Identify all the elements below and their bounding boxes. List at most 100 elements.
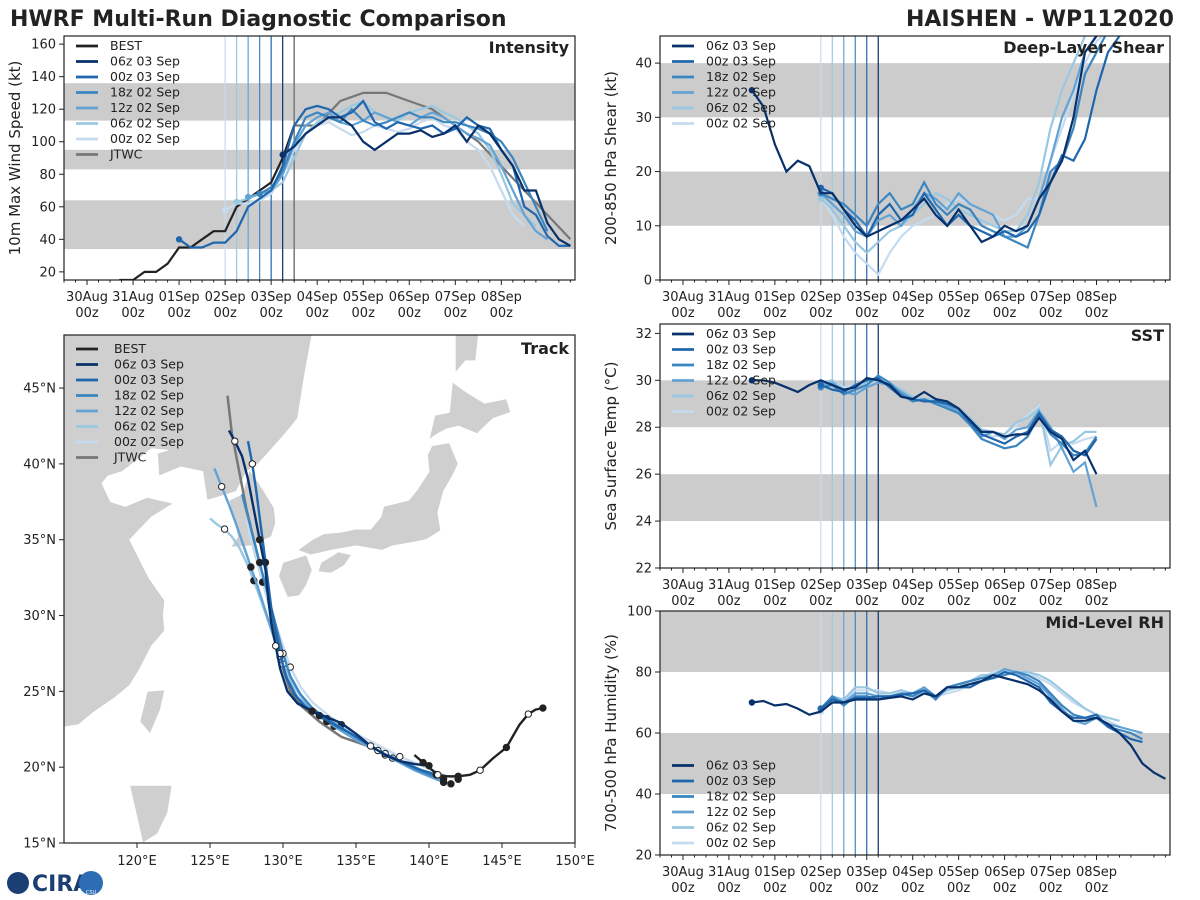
sst-legend-label: 06z 03 Sep	[706, 326, 776, 341]
rh-series-line	[751, 673, 1166, 780]
sst-x-tick-label: 06Sep	[984, 578, 1025, 593]
rh-x-tick-label: 05Sep	[938, 865, 979, 880]
intensity-legend-label: JTWC	[109, 147, 143, 162]
track-legend-label: 12z 02 Sep	[114, 403, 184, 418]
rh-legend-label: 06z 03 Sep	[706, 758, 776, 773]
sst-legend-label: 00z 02 Sep	[706, 404, 776, 419]
sst-threshold-band	[660, 474, 1170, 522]
track-legend-label: BEST	[114, 341, 146, 356]
track-position-marker	[272, 642, 280, 650]
intensity-x-tick-label: 00z	[121, 306, 145, 321]
sst-x-tick-label: 00z	[1039, 594, 1063, 609]
sst-x-tick-label: 00z	[763, 594, 787, 609]
sst-y-tick-label: 30	[635, 374, 652, 389]
sst-x-tick-label: 00z	[993, 594, 1017, 609]
rh-x-tick-label: 00z	[809, 881, 833, 896]
shear-series-line	[820, 36, 1107, 250]
track-legend-label: 06z 03 Sep	[114, 357, 184, 372]
sst-x-tick-label: 30Aug	[662, 578, 704, 593]
track-position-marker	[308, 707, 316, 715]
rh-series-group	[748, 667, 1166, 780]
sst-y-tick-label: 32	[635, 327, 652, 342]
rh-x-tick-label: 00z	[763, 881, 787, 896]
intensity-x-tick-label: 00z	[167, 306, 191, 321]
rh-x-tick-label: 06Sep	[984, 865, 1025, 880]
intensity-x-tick-label: 31Aug	[112, 290, 154, 305]
shear-panel-title: Deep-Layer Shear	[1003, 38, 1164, 57]
shear-axes-frame	[659, 35, 1171, 281]
sst-y-axis-label: Sea Surface Temp (°C)	[602, 361, 620, 530]
rh-y-tick-label: 100	[627, 605, 652, 620]
korea-land	[228, 469, 277, 548]
sst-x-tick-label: 00z	[947, 594, 971, 609]
shear-x-tick-label: 00z	[947, 306, 971, 321]
sst-series-line	[751, 376, 1098, 475]
sst-series-line	[820, 381, 1098, 508]
sst-axes-frame	[659, 323, 1171, 569]
rh-legend-label: 06z 02 Sep	[706, 820, 776, 835]
track-x-tick-label: 120°E	[117, 854, 157, 869]
rh-x-tick-label: 00z	[1085, 881, 1109, 896]
shear-x-tick-label: 02Sep	[800, 290, 841, 305]
intensity-y-tick-label: 140	[31, 70, 56, 85]
shear-series-start-marker	[817, 195, 825, 202]
rh-x-tick-label: 00z	[855, 881, 879, 896]
shear-series-line	[820, 36, 1087, 255]
shear-x-tick-label: 04Sep	[892, 290, 933, 305]
sst-y-tick-label: 26	[635, 468, 652, 483]
shear-x-tick-label: 08Sep	[1076, 290, 1117, 305]
intensity-y-tick-label: 80	[39, 168, 56, 183]
intensity-legend-label: 12z 02 Sep	[110, 100, 180, 115]
rh-legend-label: 12z 02 Sep	[706, 804, 776, 819]
shear-series-line	[820, 36, 1121, 239]
rh-threshold-band	[660, 611, 1170, 672]
shear-panel: 01020304030Aug00z31Aug00z01Sep00z02Sep00…	[602, 35, 1171, 321]
track-y-tick-label: 20°N	[23, 761, 56, 776]
rh-x-tick-label: 04Sep	[892, 865, 933, 880]
intensity-y-tick-label: 160	[31, 38, 56, 53]
best-track-marker	[476, 766, 484, 774]
logo-sub-text: CSU	[86, 890, 97, 896]
shear-legend-label: 12z 02 Sep	[706, 85, 776, 100]
best-track-marker	[502, 743, 511, 752]
sst-x-tick-label: 05Sep	[938, 578, 979, 593]
intensity-best-line	[119, 125, 296, 280]
intensity-x-tick-label: 00z	[259, 306, 283, 321]
sst-x-tick-label: 00z	[855, 594, 879, 609]
rh-y-tick-label: 80	[635, 666, 652, 681]
intensity-x-tick-label: 00z	[75, 306, 99, 321]
sst-x-tick-label: 02Sep	[800, 578, 841, 593]
track-position-marker	[255, 536, 264, 544]
figure-title: HWRF Multi-Run Diagnostic Comparison	[10, 7, 507, 32]
track-panel-title: Track	[521, 339, 569, 358]
sst-threshold-band	[660, 380, 1170, 428]
rh-legend-label: 00z 02 Sep	[706, 835, 776, 850]
intensity-axes-frame	[63, 35, 576, 281]
sst-legend-label: 00z 03 Sep	[706, 342, 776, 357]
sst-series-line	[820, 374, 1098, 457]
sst-x-tick-label: 03Sep	[846, 578, 887, 593]
sst-series-start-marker	[748, 377, 756, 384]
rh-x-tick-label: 00z	[901, 881, 925, 896]
shear-y-tick-label: 30	[635, 111, 652, 126]
sst-legend-label: 12z 02 Sep	[706, 373, 776, 388]
logo-badge-icon	[79, 871, 103, 895]
intensity-x-tick-label: 05Sep	[343, 290, 384, 305]
intensity-x-tick-label: 00z	[490, 306, 514, 321]
rh-y-tick-label: 40	[635, 788, 652, 803]
intensity-x-tick-label: 01Sep	[159, 290, 200, 305]
hokkaido-land	[428, 381, 512, 441]
rh-threshold-band	[660, 733, 1170, 794]
track-axes-frame	[63, 334, 576, 844]
intensity-y-tick-label: 60	[39, 200, 56, 215]
luzon-land	[129, 785, 173, 843]
intensity-legend-label: 06z 03 Sep	[110, 54, 180, 69]
cira-logo: CIRA CSU	[7, 871, 103, 897]
honshu-land	[296, 442, 459, 556]
intensity-x-tick-label: 08Sep	[481, 290, 522, 305]
intensity-legend-label: 00z 03 Sep	[110, 69, 180, 84]
rh-x-tick-label: 00z	[947, 881, 971, 896]
intensity-y-tick-label: 40	[39, 233, 56, 248]
shear-x-tick-label: 01Sep	[754, 290, 795, 305]
best-track-marker	[419, 758, 427, 767]
